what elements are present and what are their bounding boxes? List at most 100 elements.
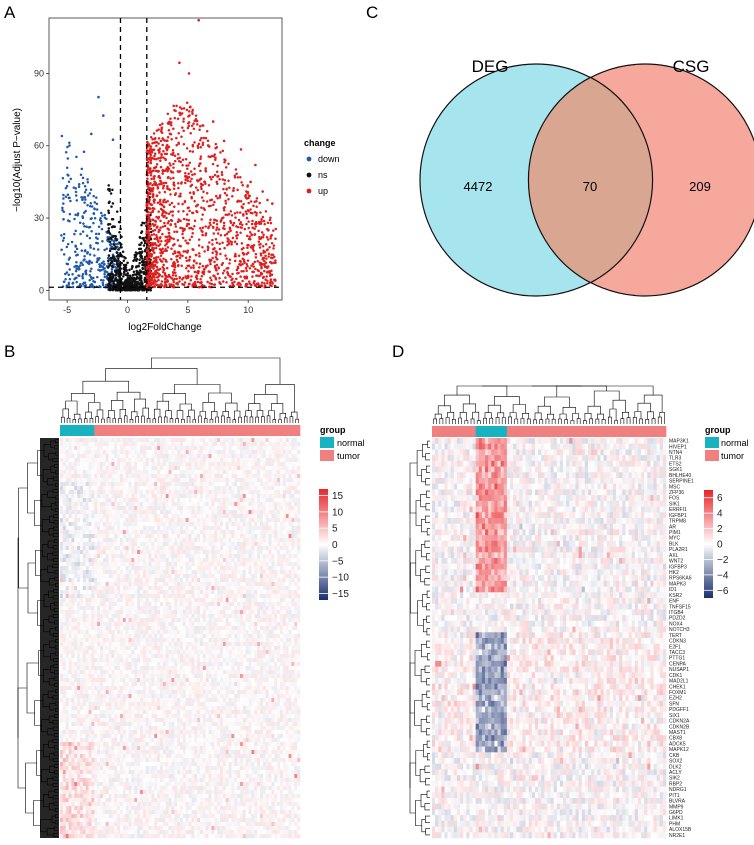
heatmap-cell (208, 522, 212, 527)
point-up (166, 275, 169, 279)
group-annotation-cell (211, 425, 215, 436)
heatmap-cell (282, 474, 287, 479)
heatmap-cell (88, 438, 92, 443)
heatmap-cell (200, 474, 204, 479)
heatmap-cell (125, 510, 129, 515)
point-ns (110, 260, 114, 264)
heatmap-cell (254, 502, 258, 507)
group-annotation-cell (162, 425, 167, 436)
heatmap-cell (265, 494, 269, 499)
heatmap-cell (217, 510, 221, 515)
heatmap-cell (168, 458, 172, 463)
point-up (189, 266, 193, 269)
group-annotation-cell (145, 425, 149, 436)
heatmap-cell (182, 442, 187, 447)
point-up (248, 194, 251, 198)
heatmap-cell (194, 438, 198, 443)
dendrogram-branch (165, 410, 172, 419)
heatmap-cell (80, 522, 84, 527)
heatmap-cell (197, 478, 201, 483)
heatmap-cell (245, 526, 249, 531)
heatmap-cell (137, 478, 141, 483)
point-ns (118, 220, 122, 224)
point-up (217, 228, 221, 231)
heatmap-cell (280, 470, 284, 475)
heatmap-cell (108, 494, 112, 499)
heatmap-cell (102, 466, 107, 471)
heatmap-cell (111, 498, 115, 503)
heatmap-cell (120, 450, 124, 455)
heatmap-cell (142, 526, 147, 531)
point-up (211, 251, 214, 254)
heatmap-cell (294, 454, 298, 459)
point-down (83, 225, 86, 228)
heatmap-cell (291, 478, 295, 483)
point-ns (122, 267, 126, 271)
heatmap-cell (97, 498, 101, 503)
heatmap-cell (211, 482, 215, 487)
point-up (169, 177, 172, 180)
point-up (157, 240, 160, 243)
point-down (83, 254, 86, 258)
dendrogram-branch (222, 411, 229, 418)
heatmap-cell (288, 474, 292, 479)
heatmap-cell (102, 470, 107, 475)
heatmap-cell (120, 458, 124, 463)
point-up (187, 115, 190, 118)
heatmap-cell (202, 458, 207, 463)
heatmap-cell (140, 446, 144, 451)
point-up (145, 203, 149, 206)
heatmap-cell (168, 526, 172, 531)
heatmap-cell (111, 442, 115, 447)
point-up (261, 263, 264, 266)
point-down (75, 247, 79, 251)
heatmap-cell (297, 470, 301, 475)
heatmap-cell (211, 486, 215, 491)
heatmap-cell (94, 446, 98, 451)
heatmap-cell (208, 462, 212, 467)
heatmap-cell (245, 510, 249, 515)
heatmap-cell (225, 482, 229, 487)
heatmap-cell (245, 486, 249, 491)
heatmap-cell (154, 530, 158, 535)
heatmap-cell (211, 510, 215, 515)
heatmap-cell (157, 514, 161, 519)
heatmap-cell (134, 442, 138, 447)
point-ns (133, 258, 136, 261)
heatmap-cell (202, 462, 207, 467)
heatmap-cell (182, 526, 187, 531)
heatmap-cell (114, 526, 118, 531)
heatmap-cell (277, 486, 281, 491)
heatmap-cell (65, 522, 69, 527)
heatmap-cell (151, 498, 155, 503)
point-up (260, 266, 263, 270)
point-down (96, 242, 100, 245)
point-up (274, 259, 277, 262)
point-down (62, 236, 66, 240)
point-up (195, 274, 198, 277)
heatmap-cell (248, 482, 252, 487)
heatmap-cell (200, 450, 204, 455)
heatmap-cell (77, 514, 81, 519)
heatmap-cell (117, 442, 121, 447)
point-up (218, 242, 221, 245)
heatmap-cell (237, 470, 241, 475)
heatmap-cell (71, 450, 75, 455)
heatmap-cell (214, 446, 218, 451)
dendrogram-branch (118, 418, 122, 423)
heatmap-cell (277, 518, 281, 523)
point-ns (129, 276, 133, 279)
heatmap-cell (180, 514, 184, 519)
point-up (161, 275, 164, 278)
heatmap-cell (97, 526, 101, 531)
heatmap-cell (182, 466, 187, 471)
point-down (66, 145, 69, 149)
heatmap-cell (97, 450, 101, 455)
group-annotation-cell (140, 425, 144, 436)
point-ns (117, 272, 121, 276)
heatmap-cell (117, 498, 121, 503)
heatmap-cell (225, 462, 229, 467)
point-up (166, 200, 169, 203)
point-up (223, 246, 226, 250)
point-ns (106, 188, 110, 191)
